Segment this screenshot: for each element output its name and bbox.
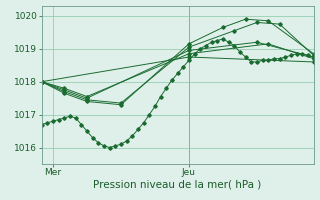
X-axis label: Pression niveau de la mer( hPa ): Pression niveau de la mer( hPa ) bbox=[93, 180, 262, 190]
